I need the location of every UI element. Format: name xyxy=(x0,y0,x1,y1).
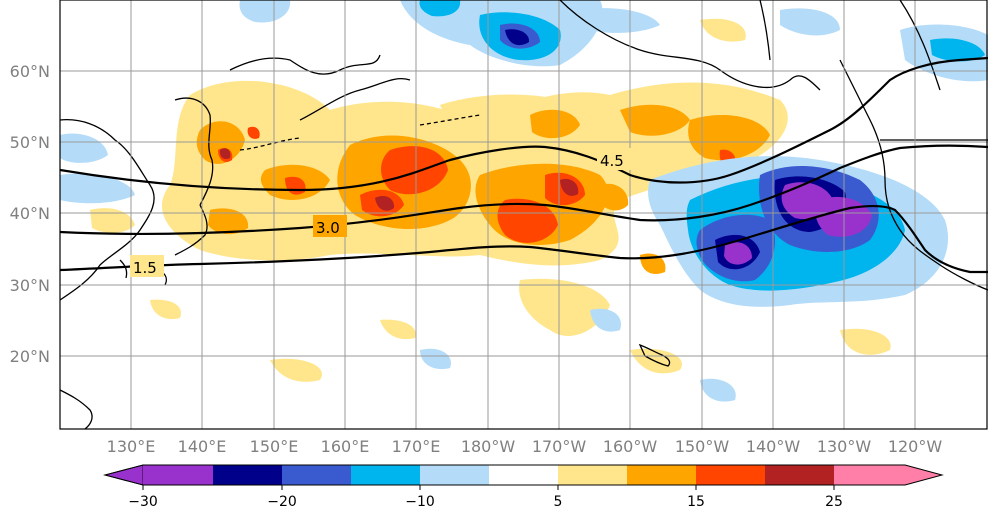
colorbar-bin xyxy=(765,465,834,485)
lon-label-150e: 150°E xyxy=(250,437,299,456)
lat-label-60n: 60°N xyxy=(10,62,50,81)
colorbar-max-extend xyxy=(834,465,942,485)
longitude-axis: 130°E 140°E 150°E 160°E 170°E 180°W 170°… xyxy=(107,437,943,456)
lon-label-140e: 140°E xyxy=(178,437,227,456)
lon-label-170w: 170°W xyxy=(532,437,587,456)
colorbar-bin xyxy=(213,465,282,485)
contour-line-3.0 xyxy=(60,144,988,235)
lat-label-40n: 40°N xyxy=(10,204,50,223)
latitude-axis: 60°N 50°N 40°N 30°N 20°N xyxy=(10,62,50,366)
contour-label-1.5: 1.5 xyxy=(133,259,157,277)
lat-label-20n: 20°N xyxy=(10,347,50,366)
lon-label-160e: 160°E xyxy=(321,437,370,456)
colorbar-bin xyxy=(489,465,558,485)
lat-label-30n: 30°N xyxy=(10,276,50,295)
colorbar-min-extend xyxy=(103,464,144,486)
anomaly-field: 4.5 3.0 1.5 xyxy=(60,0,988,429)
contour-line-1.5 xyxy=(60,204,988,274)
coastlines xyxy=(60,0,988,429)
colorbar-tick-label: 5 xyxy=(554,494,563,510)
colorbar-tick-label: −10 xyxy=(405,494,435,510)
colorbar-bin xyxy=(351,465,420,485)
lon-label-160w: 160°W xyxy=(603,437,658,456)
colorbar-bin xyxy=(420,465,489,485)
colorbar-tick-label: −30 xyxy=(128,494,158,510)
colorbar-bin xyxy=(627,465,696,485)
lon-label-170e: 170°E xyxy=(392,437,441,456)
lon-label-130w: 130°W xyxy=(817,437,872,456)
lat-label-50n: 50°N xyxy=(10,133,50,152)
colorbar-tick-label: 25 xyxy=(825,494,843,510)
map-frame xyxy=(59,0,988,430)
colorbar-bin xyxy=(558,465,627,485)
colorbar-bin xyxy=(282,465,351,485)
lon-label-130e: 130°E xyxy=(107,437,156,456)
lon-label-180w: 180°W xyxy=(461,437,516,456)
lon-label-150w: 150°W xyxy=(675,437,730,456)
lon-label-140w: 140°W xyxy=(746,437,801,456)
colorbar-bin xyxy=(143,465,213,485)
contour-labels: 4.5 3.0 1.5 xyxy=(130,148,631,277)
colorbar-bin xyxy=(696,465,765,485)
contour-label-4.5: 4.5 xyxy=(600,152,624,170)
colorbar-tick-label: 15 xyxy=(687,494,705,510)
colorbar-tick-label: −20 xyxy=(267,494,297,510)
colorbar: −30 −20 −10 5 15 25 xyxy=(103,464,944,510)
lon-label-120w: 120°W xyxy=(888,437,943,456)
contour-label-3.0: 3.0 xyxy=(316,219,340,237)
gridlines xyxy=(60,0,988,429)
